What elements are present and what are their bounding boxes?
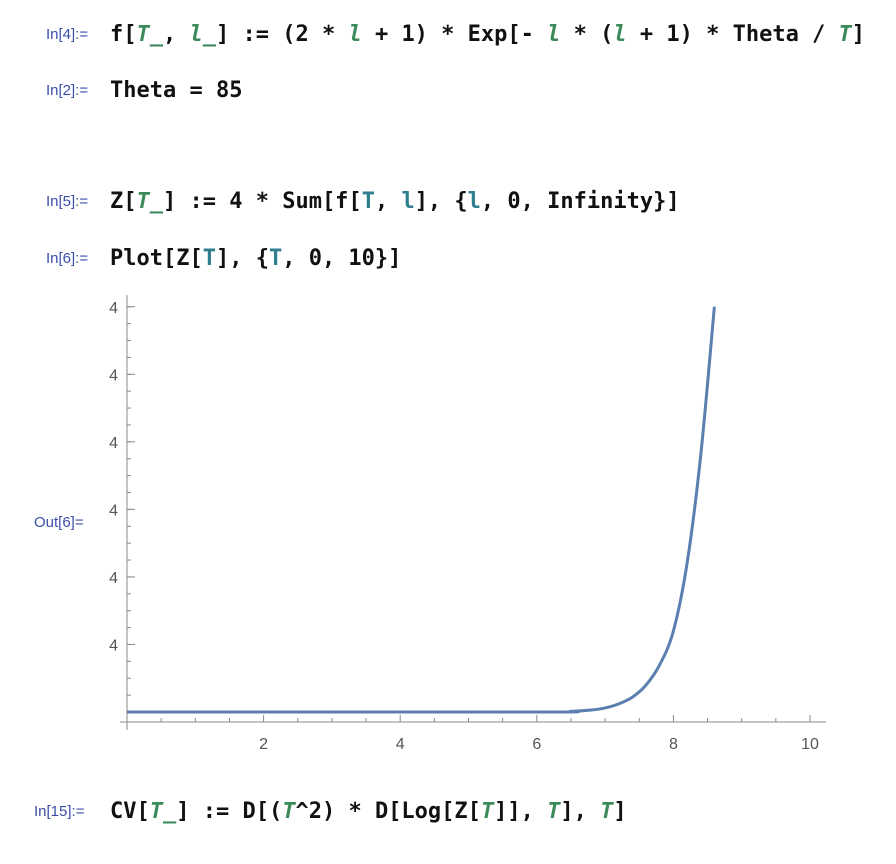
- code-token: CV[: [110, 799, 150, 824]
- code-token: , 0, Infinity}]: [480, 189, 680, 214]
- local-variable: l_: [189, 22, 217, 47]
- x-tick-label: 2: [259, 736, 268, 753]
- code-line[interactable]: Plot[Z[T], {T, 0, 10}]: [110, 244, 401, 274]
- local-variable: T: [480, 799, 495, 824]
- cell-label: In[15]:=: [34, 803, 85, 820]
- code-token: ,: [163, 22, 190, 47]
- code-token: ] := (2 *: [216, 22, 349, 47]
- x-tick-label: 6: [532, 736, 541, 753]
- local-variable: T_: [149, 799, 177, 824]
- local-variable: l: [348, 22, 362, 47]
- x-tick-label: 10: [801, 736, 819, 753]
- code-token: ] := 4 * Sum[f[: [163, 189, 362, 214]
- input-cell-15[interactable]: In[15]:= CV[T_] := D[(T^2) * D[Log[Z[T]]…: [0, 797, 896, 827]
- code-token: ], {: [414, 189, 468, 214]
- global-variable: T: [361, 189, 375, 214]
- y-tick-label: 4: [109, 502, 118, 519]
- local-variable: T_: [136, 22, 164, 47]
- output-label: Out[6]=: [34, 514, 84, 531]
- input-cell-6[interactable]: In[6]:= Plot[Z[T], {T, 0, 10}]: [0, 244, 896, 274]
- code-token: ],: [560, 799, 601, 824]
- code-token: ]: [613, 799, 627, 824]
- plot-axes: [120, 295, 826, 730]
- global-variable: T: [268, 246, 283, 271]
- cell-label: In[5]:=: [46, 193, 89, 210]
- y-tick-label: 4: [109, 435, 118, 452]
- local-variable: T: [838, 22, 852, 47]
- code-token: + 1) * Theta /: [626, 22, 839, 47]
- global-variable: l: [467, 189, 481, 214]
- code-token: ] := D[(: [176, 799, 283, 824]
- code-line[interactable]: CV[T_] := D[(T^2) * D[Log[Z[T]], T], T]: [110, 797, 627, 827]
- global-variable: T: [202, 246, 216, 271]
- cell-label: In[4]:=: [46, 26, 89, 43]
- code-token: Plot[Z[: [110, 246, 203, 271]
- local-variable: T: [547, 799, 561, 824]
- code-token: Z[: [110, 189, 137, 214]
- local-variable: l: [547, 22, 561, 47]
- plot-series: [126, 306, 716, 714]
- code-token: , 0, 10}]: [282, 246, 402, 271]
- code-token: + 1) * Exp[-: [361, 22, 548, 47]
- local-variable: T_: [136, 189, 164, 214]
- global-variable: l: [401, 189, 415, 214]
- input-cell-2[interactable]: In[2]:= Theta = 85: [0, 76, 896, 106]
- series-line-0: [126, 306, 716, 714]
- code-line[interactable]: Z[T_] := 4 * Sum[f[T, l], {l, 0, Infinit…: [110, 187, 680, 217]
- local-variable: l: [613, 22, 627, 47]
- input-cell-4[interactable]: In[4]:= f[T_, l_] := (2 * l + 1) * Exp[-…: [0, 20, 896, 50]
- local-variable: T: [282, 799, 296, 824]
- x-tick-label: 8: [669, 736, 678, 753]
- cell-label: In[2]:=: [46, 82, 89, 99]
- code-line[interactable]: Theta = 85: [110, 76, 242, 106]
- code-token: ^2) * D[Log[Z[: [295, 799, 481, 824]
- x-tick-label: 4: [396, 736, 405, 753]
- code-token: * (: [560, 22, 614, 47]
- code-line[interactable]: f[T_, l_] := (2 * l + 1) * Exp[- l * (l …: [110, 20, 865, 50]
- plot-ticks: 2 4 6 8 10 4 4 4 4 4 4: [109, 300, 819, 753]
- code-token: ]: [851, 22, 866, 47]
- cell-label: In[6]:=: [46, 250, 89, 267]
- code-token: ]],: [494, 799, 548, 824]
- local-variable: T: [600, 799, 614, 824]
- y-tick-label: 4: [109, 637, 118, 654]
- code-token: Theta = 85: [110, 78, 243, 103]
- code-token: ], {: [215, 246, 269, 271]
- input-cell-5[interactable]: In[5]:= Z[T_] := 4 * Sum[f[T, l], {l, 0,…: [0, 187, 896, 217]
- y-tick-label: 4: [109, 300, 118, 317]
- code-token: f[: [110, 22, 137, 47]
- y-tick-label: 4: [109, 367, 118, 384]
- code-token: ,: [374, 189, 402, 214]
- y-tick-label: 4: [109, 570, 118, 587]
